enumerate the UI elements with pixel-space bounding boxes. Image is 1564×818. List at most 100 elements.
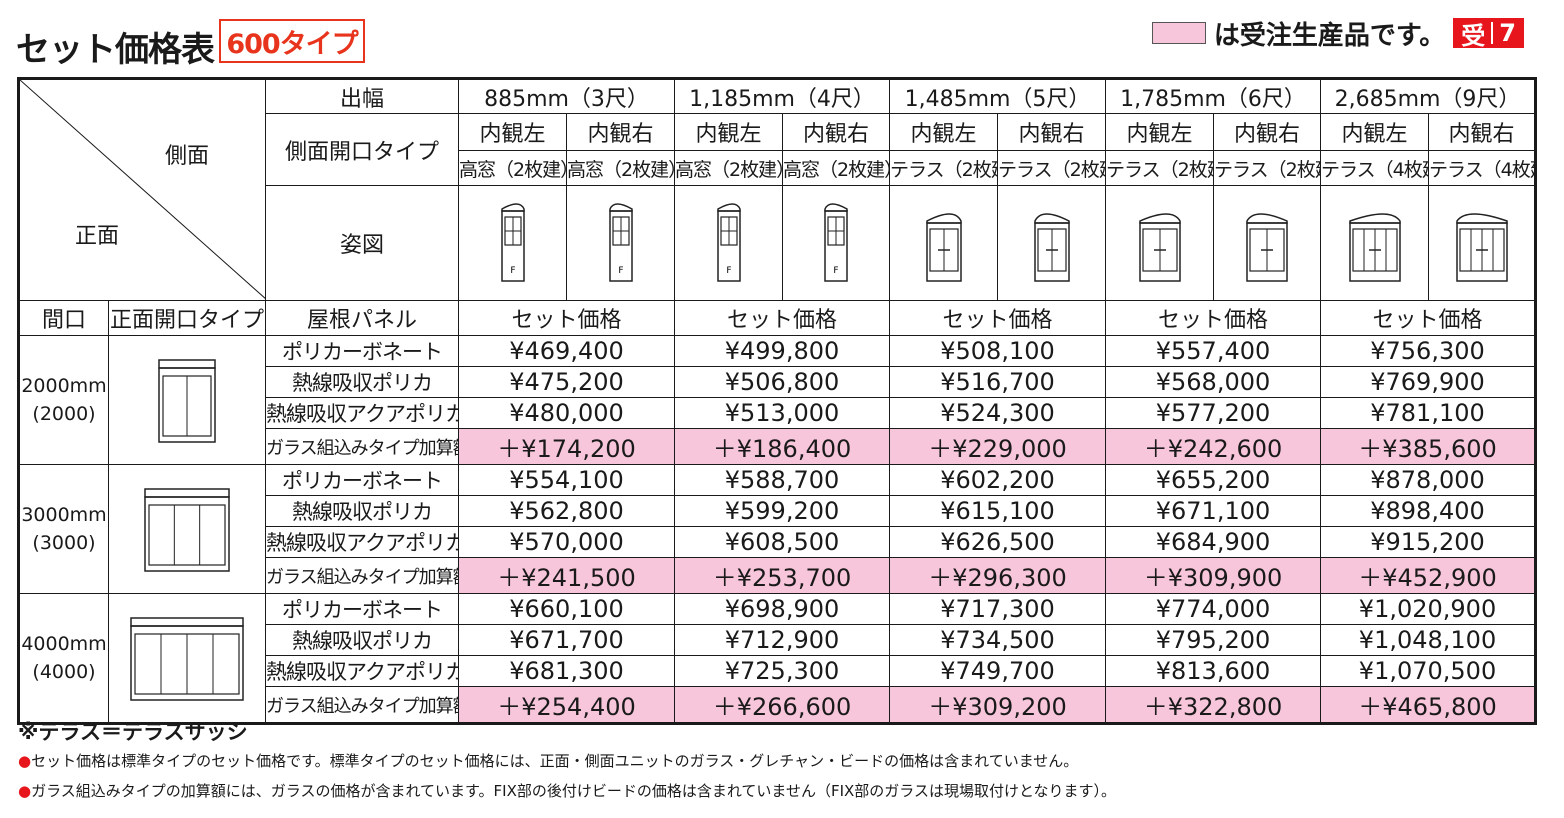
svg-text:F: F (618, 266, 623, 276)
glass-addon-price: ＋¥465,800 (1320, 686, 1537, 724)
view-right: 内観右 (1428, 113, 1537, 151)
set-price: ¥712,900 (674, 624, 891, 656)
view-right: 内観右 (997, 113, 1107, 151)
price-table: 側面 正面 出幅 885mm（3尺） 1,185mm（4尺） 1,485mm（5… (17, 77, 1538, 725)
view-left: 内観左 (1320, 113, 1430, 151)
frontage-cell: 4000mm (4000) (18, 593, 109, 724)
frontage-cell: 3000mm (3000) (18, 464, 109, 594)
set-price: ¥506,800 (674, 366, 891, 398)
glass-addon-label: ガラス組込みタイプ加算額 (265, 557, 459, 594)
set-price: ¥717,300 (889, 593, 1107, 625)
frontage-sub: (2000) (32, 403, 96, 425)
front-open-type-label: 正面開口タイプ (108, 300, 266, 336)
side-elevation-icon (1246, 213, 1288, 282)
view-right: 内観右 (565, 113, 676, 151)
width-label: 出幅 (265, 78, 459, 114)
set-price-label: セット価格 (457, 300, 676, 336)
frontage-value: 3000mm (21, 504, 107, 526)
set-price: ¥813,600 (1105, 655, 1322, 687)
front-figure-cell (108, 464, 266, 594)
glass-addon-price: ＋¥241,500 (457, 557, 676, 594)
elevation-figure-cell: F (565, 185, 676, 301)
elevation-figure-cell: F (782, 185, 891, 301)
roof-panel-name: 熱線吸収アクアポリカ (265, 526, 459, 558)
corner-cell: 側面 正面 (18, 78, 266, 301)
roof-panel-name: 熱線吸収ポリカ (265, 366, 459, 398)
roof-panel-name: 熱線吸収ポリカ (265, 624, 459, 656)
diagonal-line (20, 80, 265, 299)
note-1-text: セット価格は標準タイプのセット価格です。標準タイプのセット価格には、正面・側面ユ… (31, 752, 1079, 770)
set-price: ¥562,800 (457, 495, 676, 527)
window-type: テラス（4枚建） (1320, 150, 1430, 186)
pink-swatch (1151, 22, 1206, 44)
set-price: ¥499,800 (674, 335, 891, 367)
set-price: ¥756,300 (1320, 335, 1537, 367)
glass-addon-price: ＋¥452,900 (1320, 557, 1537, 594)
window-type: 高窓（2枚建） (565, 150, 676, 186)
glass-addon-price: ＋¥229,000 (889, 428, 1107, 465)
set-price-label: セット価格 (889, 300, 1107, 336)
width-1785: 1,785mm（6尺） (1105, 78, 1322, 114)
set-price: ¥749,700 (889, 655, 1107, 687)
front-figure-cell (108, 593, 266, 724)
page-title: セット価格表 (16, 30, 215, 70)
set-price: ¥681,300 (457, 655, 676, 687)
note-bullet: ● (18, 752, 32, 770)
width-1185: 1,185mm（4尺） (674, 78, 891, 114)
elevation-figure-cell: F (674, 185, 784, 301)
roof-panel-name: 熱線吸収アクアポリカ (265, 397, 459, 429)
glass-addon-price: ＋¥309,200 (889, 686, 1107, 724)
glass-addon-price: ＋¥309,900 (1105, 557, 1322, 594)
view-left: 内観左 (1105, 113, 1215, 151)
set-price: ¥577,200 (1105, 397, 1322, 429)
set-price: ¥795,200 (1105, 624, 1322, 656)
set-price: ¥554,100 (457, 464, 676, 496)
front-elevation-icon (144, 488, 230, 572)
glass-addon-price: ＋¥322,800 (1105, 686, 1322, 724)
set-price: ¥513,000 (674, 397, 891, 429)
set-price: ¥524,300 (889, 397, 1107, 429)
elevation-figure-cell (889, 185, 999, 301)
side-elevation-icon: F (824, 203, 848, 282)
frontage-cell: 2000mm (2000) (18, 335, 109, 465)
set-price-label: セット価格 (1320, 300, 1537, 336)
set-price: ¥602,200 (889, 464, 1107, 496)
window-type: テラス（4枚建） (1428, 150, 1537, 186)
svg-text:F: F (833, 266, 838, 276)
set-price: ¥725,300 (674, 655, 891, 687)
front-elevation-icon (158, 359, 216, 443)
view-right: 内観右 (1213, 113, 1322, 151)
note-1: ●セット価格は標準タイプのセット価格です。標準タイプのセット価格には、正面・側面… (18, 750, 1078, 771)
frontage-label: 間口 (18, 300, 109, 336)
width-1485: 1,485mm（5尺） (889, 78, 1107, 114)
set-price: ¥626,500 (889, 526, 1107, 558)
svg-text:F: F (726, 266, 731, 276)
side-elevation-icon (925, 213, 962, 282)
set-price: ¥557,400 (1105, 335, 1322, 367)
set-price: ¥898,400 (1320, 495, 1537, 527)
window-type: 高窓（2枚建） (458, 150, 567, 186)
glass-addon-price: ＋¥174,200 (457, 428, 676, 465)
set-price: ¥660,100 (457, 593, 676, 625)
elevation-figure-cell: F (458, 185, 567, 301)
roof-panel-name: ポリカーボネート (265, 335, 459, 367)
type-badge: 600タイプ (219, 19, 365, 63)
set-price-label: セット価格 (674, 300, 891, 336)
frontage-value: 4000mm (21, 633, 107, 655)
set-price: ¥608,500 (674, 526, 891, 558)
window-type: 高窓（2枚建） (674, 150, 784, 186)
set-price: ¥588,700 (674, 464, 891, 496)
width-885: 885mm（3尺） (457, 78, 676, 114)
svg-text:F: F (510, 266, 515, 276)
set-price: ¥615,100 (889, 495, 1107, 527)
set-price: ¥516,700 (889, 366, 1107, 398)
set-price: ¥1,048,100 (1320, 624, 1537, 656)
set-price: ¥734,500 (889, 624, 1107, 656)
set-price: ¥570,000 (457, 526, 676, 558)
side-elevation-icon: F (608, 203, 633, 282)
set-price: ¥774,000 (1105, 593, 1322, 625)
side-elevation-icon: F (716, 203, 741, 282)
glass-addon-label: ガラス組込みタイプ加算額 (265, 428, 459, 465)
